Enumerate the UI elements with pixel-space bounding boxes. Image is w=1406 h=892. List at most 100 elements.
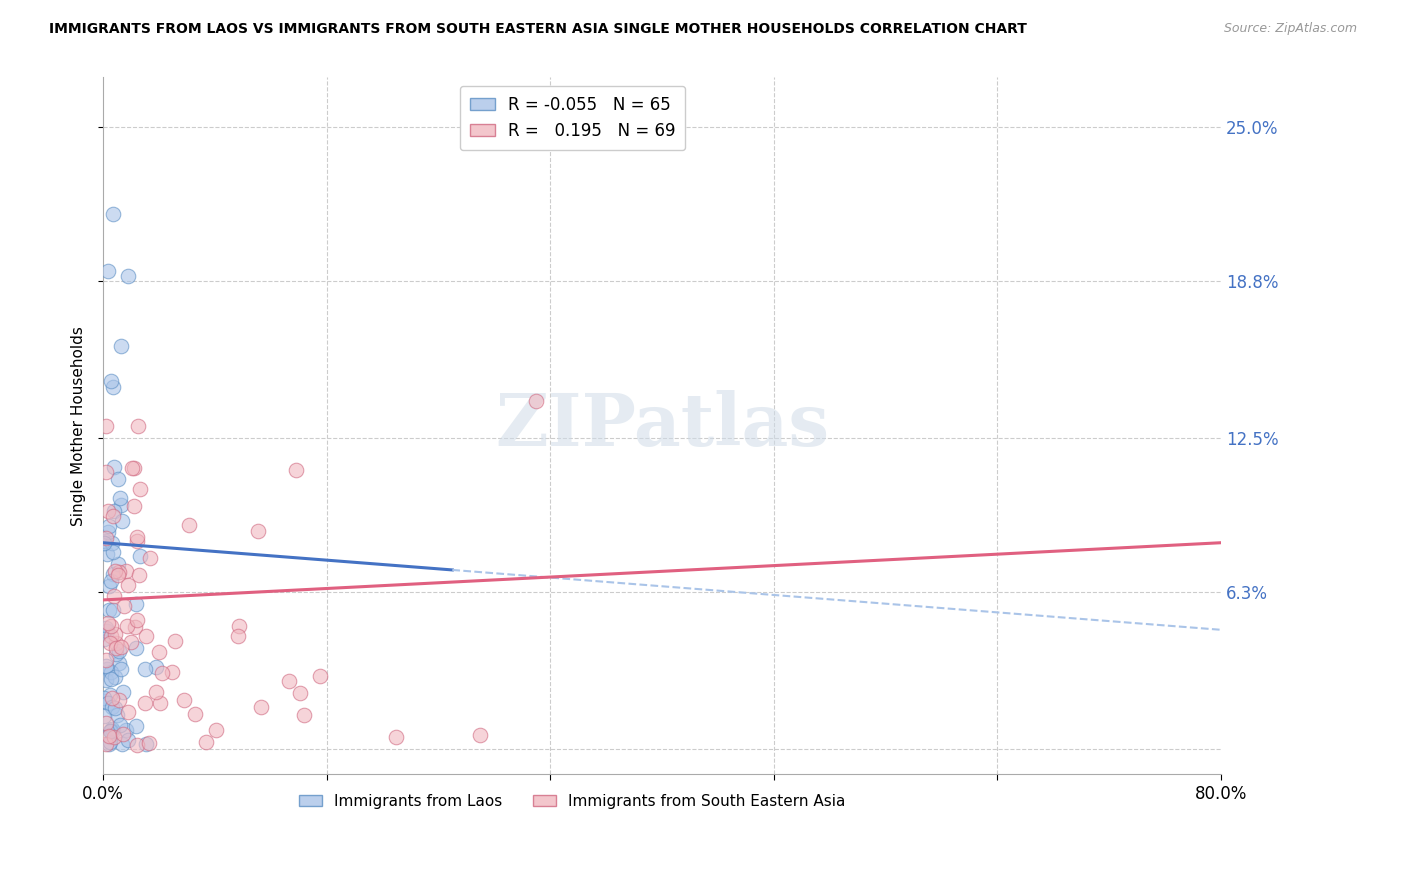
Point (246, 524, 269, 538)
Point (101, 567, 124, 582)
Point (97, 504, 120, 518)
Point (94, 531, 117, 545)
Point (94, 418, 117, 433)
Point (108, 491, 131, 505)
Point (108, 644, 131, 658)
Point (284, 463, 307, 477)
Point (104, 564, 127, 578)
Point (103, 459, 125, 474)
Point (165, 634, 187, 648)
Point (205, 723, 228, 737)
Point (100, 629, 122, 643)
Point (96, 624, 118, 638)
Point (183, 706, 205, 721)
Point (125, 719, 148, 733)
Point (96, 737, 118, 751)
Point (385, 730, 408, 744)
Point (135, 630, 157, 644)
Point (148, 645, 170, 659)
Point (94, 621, 117, 635)
Point (177, 517, 200, 532)
Point (134, 696, 156, 710)
Point (96, 673, 118, 687)
Point (103, 731, 125, 745)
Point (94, 533, 117, 548)
Point (101, 722, 124, 736)
Y-axis label: Single Mother Households: Single Mother Households (72, 326, 86, 525)
Point (194, 735, 217, 749)
Text: Source: ZipAtlas.com: Source: ZipAtlas.com (1223, 22, 1357, 36)
Point (117, 733, 139, 747)
Point (93, 536, 115, 550)
Point (107, 567, 129, 582)
Point (149, 697, 172, 711)
Point (93, 709, 115, 723)
Point (107, 656, 129, 670)
Point (100, 618, 122, 632)
Point (117, 269, 139, 284)
Point (97, 729, 120, 743)
Point (100, 723, 122, 738)
Point (110, 498, 132, 512)
Point (110, 662, 132, 676)
Point (127, 418, 149, 433)
Point (104, 627, 127, 641)
Point (117, 705, 139, 719)
Point (100, 700, 122, 714)
Point (125, 533, 148, 548)
Point (145, 659, 167, 673)
Point (103, 589, 125, 603)
Point (114, 723, 136, 738)
Point (309, 669, 332, 683)
Point (100, 691, 122, 706)
Point (277, 674, 299, 689)
Point (121, 461, 143, 475)
Point (97, 525, 120, 540)
Point (100, 374, 122, 388)
Point (93, 691, 115, 706)
Point (228, 618, 250, 632)
Point (115, 564, 138, 578)
Point (94, 716, 117, 731)
Point (100, 574, 122, 588)
Point (111, 514, 134, 528)
Point (98, 737, 121, 751)
Point (97, 696, 120, 710)
Point (124, 499, 146, 513)
Point (94, 653, 117, 667)
Point (103, 603, 125, 617)
Point (98, 579, 121, 593)
Point (112, 727, 135, 741)
Text: ZIPatlas: ZIPatlas (495, 391, 830, 461)
Point (288, 686, 311, 700)
Text: IMMIGRANTS FROM LAOS VS IMMIGRANTS FROM SOUTH EASTERN ASIA SINGLE MOTHER HOUSEHO: IMMIGRANTS FROM LAOS VS IMMIGRANTS FROM … (49, 22, 1028, 37)
Point (98, 603, 121, 617)
Point (93, 536, 115, 550)
Point (111, 737, 134, 751)
Point (101, 536, 124, 550)
Point (117, 578, 139, 592)
Point (112, 599, 135, 613)
Point (97, 264, 120, 278)
Point (139, 550, 162, 565)
Point (104, 700, 127, 714)
Legend: Immigrants from Laos, Immigrants from South Eastern Asia: Immigrants from Laos, Immigrants from So… (294, 788, 852, 815)
Point (150, 666, 173, 681)
Point (120, 635, 142, 649)
Point (107, 565, 129, 579)
Point (226, 629, 249, 643)
Point (250, 699, 273, 714)
Point (98, 688, 121, 702)
Point (98, 519, 121, 533)
Point (94, 465, 117, 479)
Point (468, 729, 491, 743)
Point (110, 339, 132, 353)
Point (100, 665, 122, 680)
Point (98, 636, 121, 650)
Point (122, 461, 145, 475)
Point (101, 207, 124, 221)
Point (117, 619, 139, 633)
Point (103, 380, 125, 394)
Point (292, 707, 315, 722)
Point (128, 568, 150, 582)
